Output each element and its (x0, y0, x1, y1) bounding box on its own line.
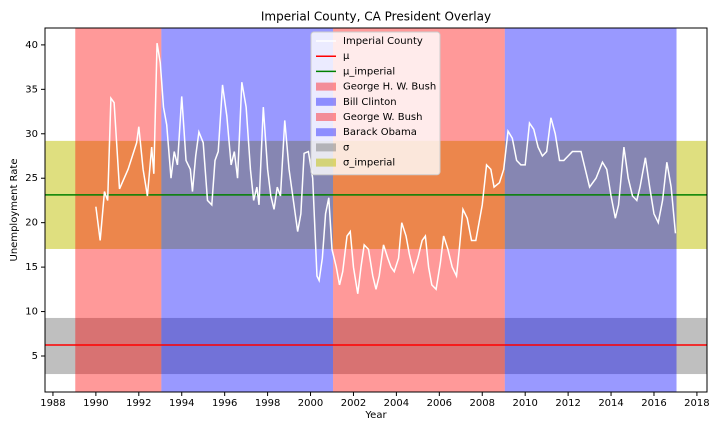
x-tick-label: 2006 (427, 398, 452, 409)
x-tick-label: 2012 (555, 398, 580, 409)
legend-label: Imperial County (343, 36, 423, 47)
x-tick-label: 2002 (341, 398, 366, 409)
x-tick-label: 2010 (512, 398, 537, 409)
y-tick-label: 5 (32, 351, 38, 362)
y-tick-label: 30 (25, 129, 38, 140)
plot-frame (44, 27, 708, 393)
x-tick-label: 1996 (212, 398, 237, 409)
x-tick-label: 1998 (255, 398, 280, 409)
y-tick-label: 25 (25, 173, 38, 184)
legend-patch (316, 128, 336, 137)
y-tick-label: 35 (25, 84, 38, 95)
presidency-span (504, 28, 677, 392)
x-tick-label: 1990 (83, 398, 108, 409)
x-tick-label: 1994 (169, 398, 194, 409)
y-tick-label: 10 (25, 307, 38, 318)
y-tick-label: 15 (25, 262, 38, 273)
legend-box (310, 31, 441, 176)
x-tick-label: 2008 (470, 398, 495, 409)
legend-patch (316, 113, 336, 121)
legend-patch (316, 143, 336, 152)
presidency-span (161, 28, 334, 392)
legend-label: George W. Bush (343, 112, 422, 123)
x-tick-label: 2014 (598, 398, 623, 409)
x-tick-label: 2018 (684, 398, 709, 409)
std-band (45, 317, 707, 375)
legend-label: Bill Clinton (343, 97, 397, 108)
x-tick-label: 1992 (126, 398, 151, 409)
x-tick-label: 2000 (298, 398, 323, 409)
presidency-span (75, 28, 162, 392)
y-axis-label: Unemployment Rate (9, 159, 20, 262)
chart-title: Imperial County, CA President Overlay (261, 10, 491, 24)
legend-label: Barack Obama (343, 127, 417, 138)
legend-label: George H. W. Bush (343, 82, 436, 93)
legend-patch (316, 82, 336, 91)
y-tick-label: 40 (25, 40, 38, 51)
x-tick-label: 1988 (40, 398, 65, 409)
legend-label: μ_imperial (343, 66, 395, 77)
x-tick-label: 2016 (641, 398, 666, 409)
x-axis-label: Year (364, 410, 387, 421)
legend-label: σ_imperial (343, 158, 395, 169)
legend-label: μ (343, 51, 350, 62)
legend-patch (316, 97, 336, 106)
legend-patch (316, 158, 336, 167)
series-line (95, 42, 677, 294)
legend-label: σ (343, 142, 350, 153)
y-tick-label: 20 (25, 218, 38, 229)
x-tick-label: 2004 (384, 398, 409, 409)
